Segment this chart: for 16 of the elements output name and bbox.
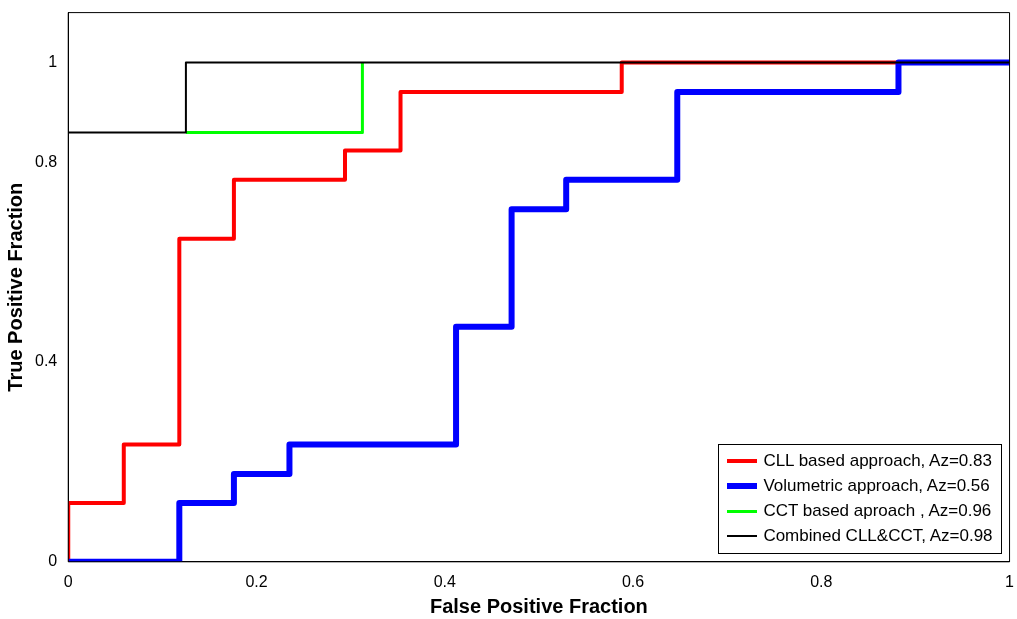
legend-label: Combined CLL&CCT, Az=0.98 xyxy=(763,526,993,547)
x-tick-label: 1 xyxy=(1005,572,1015,590)
y-tick-label: 0.4 xyxy=(34,352,58,370)
x-axis-title: False Positive Fraction xyxy=(429,594,648,617)
x-tick-label: 0.2 xyxy=(245,572,268,590)
x-tick-label: 0.8 xyxy=(810,572,833,590)
legend-label: Volumetric approach, Az=0.56 xyxy=(763,476,990,497)
x-tick-label: 0.4 xyxy=(433,572,456,590)
y-tick-label: 0 xyxy=(48,552,58,570)
y-axis-title: True Positive Fraction xyxy=(3,182,26,392)
y-tick-label: 1 xyxy=(48,52,58,70)
x-tick-label: 0.6 xyxy=(621,572,645,590)
legend-label: CCT based aproach , Az=0.96 xyxy=(763,501,992,522)
x-tick-label: 0 xyxy=(63,572,73,590)
legend-label: CLL based approach, Az=0.83 xyxy=(763,451,992,472)
y-tick-label: 0.8 xyxy=(34,152,58,170)
